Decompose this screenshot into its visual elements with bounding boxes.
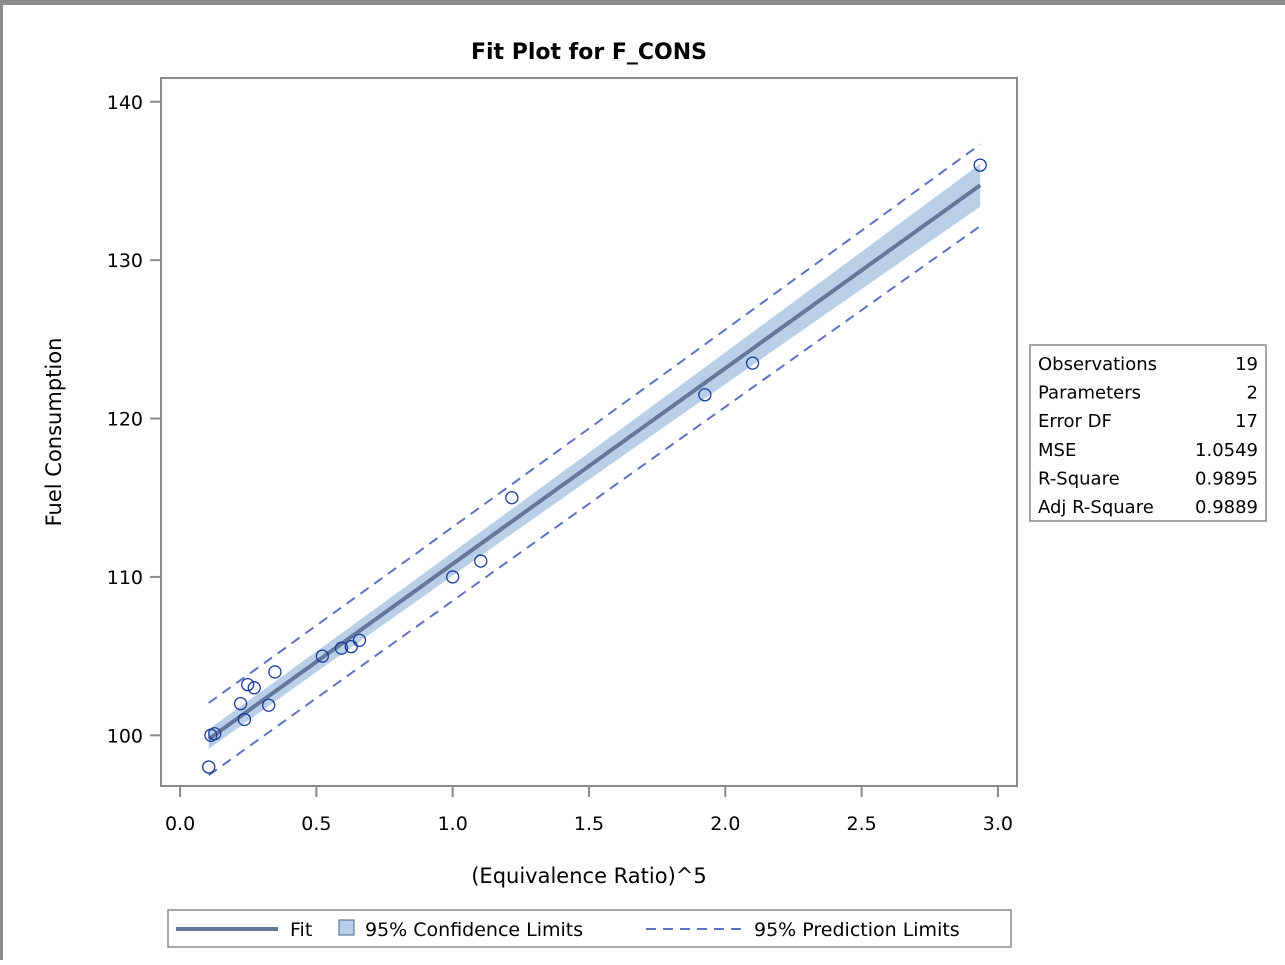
x-tick-label: 0.5	[301, 813, 331, 835]
y-tick-label: 140	[107, 92, 143, 114]
stats-row-value: 2	[1247, 383, 1258, 404]
data-point	[698, 388, 712, 402]
stats-row-label: Adj R-Square	[1038, 497, 1154, 518]
data-point	[208, 727, 222, 741]
data-point	[247, 681, 261, 695]
x-tick-label: 2.0	[710, 813, 740, 835]
stats-table-border	[1029, 344, 1267, 522]
fit-plot-chart: Fit Plot for F_CONS 0.0 0.5 1.0 1.5 2.0 2.5 3.…	[42, 40, 1267, 948]
data-point	[474, 554, 488, 568]
y-axis-ticks: 100 110 120 130 140	[107, 92, 161, 747]
stats-row-value: 19	[1235, 354, 1258, 375]
data-point	[973, 158, 987, 172]
y-tick-label: 100	[107, 725, 143, 747]
y-tick-label: 120	[107, 409, 143, 431]
data-point	[352, 633, 367, 647]
lower-prediction-limit	[208, 225, 981, 777]
data-point	[237, 712, 252, 727]
legend-border	[167, 909, 1012, 948]
stats-row-value: 1.0549	[1195, 440, 1258, 461]
legend-confidence-swatch	[338, 919, 355, 936]
data-point	[268, 665, 282, 679]
data-point	[745, 356, 760, 370]
data-point	[344, 639, 358, 654]
legend-fit-label: Fit	[290, 919, 312, 941]
stats-row-label: Parameters	[1038, 383, 1141, 404]
y-tick-label: 110	[107, 567, 143, 589]
stats-row-value: 17	[1235, 411, 1258, 432]
data-point	[241, 677, 255, 692]
stats-row-label: MSE	[1038, 440, 1076, 461]
fit-line	[207, 183, 982, 741]
legend-prediction-label: 95% Prediction Limits	[754, 919, 960, 941]
stats-row-value: 0.9889	[1195, 497, 1258, 518]
x-tick-label: 2.5	[847, 813, 877, 835]
chart-title: Fit Plot for F_CONS	[471, 40, 707, 65]
data-point	[505, 491, 519, 505]
prediction-limits-layer	[208, 143, 981, 777]
stats-table-rows: Observations 19 Parameters 2 Error DF 17 MSE 1.…	[1038, 354, 1258, 518]
y-tick-label: 130	[107, 250, 143, 272]
data-point	[233, 696, 248, 711]
data-point	[202, 760, 216, 774]
stats-row-value: 0.9895	[1195, 468, 1258, 489]
y-axis-label: Fuel Consumption	[42, 338, 66, 527]
data-points-layer	[202, 158, 987, 774]
x-tick-label: 1.0	[438, 813, 468, 835]
data-point	[262, 698, 276, 712]
fit-line-layer	[207, 183, 982, 741]
data-point	[315, 649, 330, 663]
legend-confidence-label: 95% Confidence Limits	[365, 919, 583, 941]
x-axis-ticks: 0.0 0.5 1.0 1.5 2.0 2.5 3.0	[165, 786, 1013, 835]
stats-table: Observations 19 Parameters 2 Error DF 17 MSE 1.…	[1029, 344, 1267, 522]
stats-row-label: R-Square	[1038, 468, 1120, 489]
data-point	[446, 570, 460, 584]
x-axis-label: (Equivalence Ratio)^5	[471, 864, 707, 888]
data-point	[334, 641, 349, 655]
x-tick-label: 3.0	[983, 813, 1013, 835]
stats-row-label: Error DF	[1038, 411, 1112, 432]
x-tick-label: 1.5	[574, 813, 604, 835]
x-tick-label: 0.0	[165, 813, 195, 835]
stats-row-label: Observations	[1038, 354, 1157, 375]
legend: Fit 95% Confidence Limits 95% Prediction…	[167, 909, 1012, 948]
upper-prediction-limit	[208, 143, 981, 704]
